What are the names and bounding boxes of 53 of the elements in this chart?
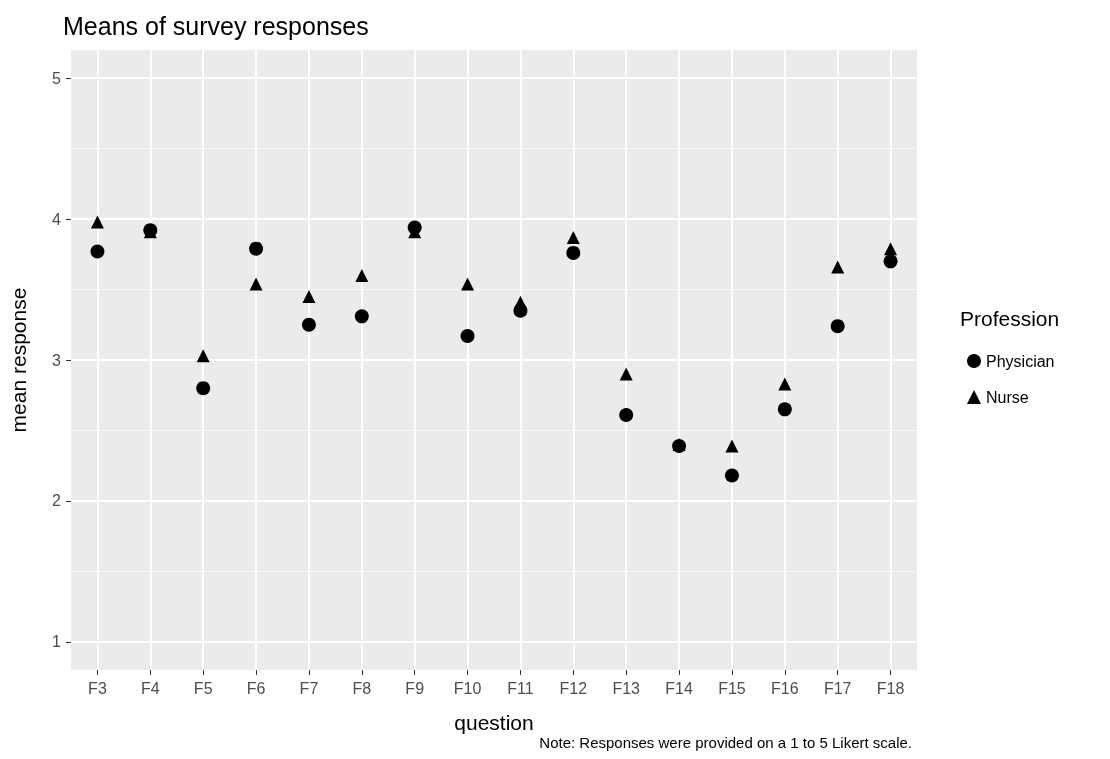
legend-title: Profession bbox=[960, 307, 1060, 330]
x-tick-label: F17 bbox=[823, 679, 852, 697]
x-tick-label: F6 bbox=[246, 679, 266, 697]
point bbox=[249, 241, 264, 256]
point bbox=[460, 329, 475, 344]
point bbox=[461, 277, 475, 291]
point bbox=[884, 242, 898, 256]
x-tick-label: F12 bbox=[559, 679, 588, 697]
y-tick-label: 1 bbox=[52, 633, 62, 651]
y-tick-label: 5 bbox=[52, 69, 62, 87]
x-tick-label: F15 bbox=[718, 679, 746, 697]
point bbox=[883, 254, 898, 269]
x-tick-label: F8 bbox=[352, 679, 372, 697]
y-axis-title: mean response bbox=[7, 287, 30, 433]
point bbox=[566, 245, 581, 260]
x-tick-label: F16 bbox=[771, 679, 799, 697]
point bbox=[354, 309, 369, 324]
y-tick-label: 3 bbox=[52, 351, 62, 369]
legend-label: Nurse bbox=[986, 388, 1029, 406]
x-tick-label: F14 bbox=[665, 679, 693, 697]
legend-label: Physician bbox=[986, 352, 1055, 370]
point bbox=[301, 317, 316, 332]
x-tick-label: F9 bbox=[405, 679, 425, 697]
point bbox=[777, 402, 792, 417]
point bbox=[724, 468, 739, 483]
point bbox=[619, 367, 633, 381]
chart-title: Means of survey responses bbox=[63, 11, 369, 40]
y-tick-label: 2 bbox=[52, 492, 62, 510]
x-tick-label: F5 bbox=[193, 679, 213, 697]
point bbox=[355, 268, 369, 282]
y-tick-label: 4 bbox=[52, 210, 62, 228]
point bbox=[90, 215, 104, 229]
x-tick-label: F4 bbox=[140, 679, 160, 697]
point bbox=[196, 381, 211, 396]
point bbox=[778, 377, 792, 391]
x-tick-label: F11 bbox=[507, 679, 534, 697]
text: Note: Responses were provided on a 1 to 5 Likert scale. bbox=[539, 734, 913, 751]
point bbox=[196, 349, 210, 363]
x-tick-label: F3 bbox=[88, 679, 107, 697]
x-tick-label: F10 bbox=[453, 679, 482, 697]
point bbox=[725, 439, 739, 453]
point bbox=[513, 295, 527, 309]
x-axis-title: question bbox=[454, 711, 534, 734]
x-tick-label: F13 bbox=[612, 679, 641, 697]
point bbox=[566, 230, 580, 244]
x-tick-label: F18 bbox=[876, 679, 905, 697]
point bbox=[831, 260, 845, 274]
x-tick-label: F7 bbox=[299, 679, 319, 697]
point bbox=[249, 277, 263, 291]
point bbox=[830, 319, 845, 334]
point bbox=[619, 407, 634, 422]
point bbox=[302, 290, 316, 304]
point bbox=[90, 244, 105, 259]
